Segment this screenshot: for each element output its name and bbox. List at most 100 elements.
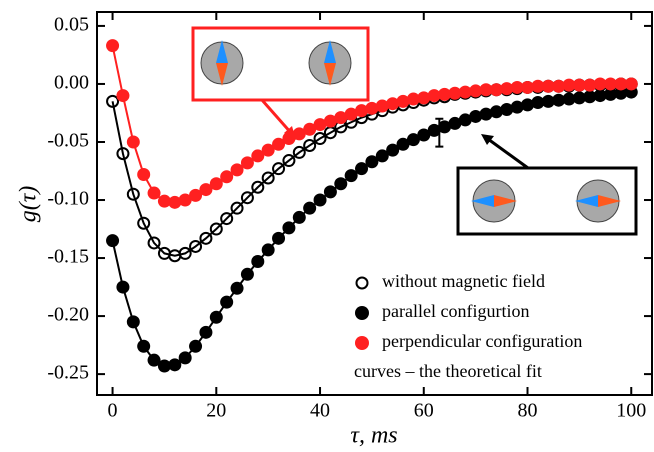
- data-point: [355, 162, 369, 176]
- y-tick-label: -0.05: [47, 130, 89, 152]
- data-point: [572, 78, 586, 92]
- data-point: [147, 236, 161, 250]
- data-point: [572, 91, 586, 105]
- y-tick-label: -0.25: [47, 362, 89, 384]
- data-point: [375, 149, 389, 163]
- legend: without magnetic field parallel configurt…: [354, 271, 582, 381]
- data-point: [604, 77, 618, 91]
- data-point: [438, 87, 452, 101]
- data-point: [365, 101, 379, 115]
- data-point: [510, 100, 524, 114]
- data-point: [209, 177, 223, 191]
- data-point: [230, 281, 244, 295]
- data-point: [438, 120, 452, 134]
- legend-note: curves – the theoretical fit: [354, 361, 542, 381]
- data-point: [614, 86, 628, 100]
- data-point: [282, 221, 296, 235]
- data-point: [199, 183, 213, 197]
- data-point: [303, 138, 317, 152]
- data-point: [552, 93, 566, 107]
- data-point: [624, 77, 638, 91]
- data-point: [469, 84, 483, 98]
- data-point: [427, 123, 441, 137]
- data-point: [272, 137, 286, 151]
- data-point: [126, 187, 140, 201]
- data-point: [396, 137, 410, 151]
- data-point: [489, 105, 503, 119]
- y-tick-label: -0.15: [47, 246, 89, 268]
- data-point: [355, 104, 369, 118]
- data-point: [500, 82, 514, 96]
- legend-label: parallel configurtion: [382, 301, 529, 321]
- data-point: [272, 162, 286, 176]
- data-point: [178, 193, 192, 207]
- data-point: [106, 234, 120, 248]
- data-point: [178, 246, 192, 260]
- data-point: [541, 79, 555, 93]
- data-point: [189, 188, 203, 202]
- data-point: [614, 77, 628, 91]
- data-point: [292, 210, 306, 224]
- data-point: [344, 107, 358, 121]
- y-tick-label: -0.20: [47, 304, 89, 326]
- plot-marks: [106, 39, 638, 373]
- data-point: [531, 96, 545, 110]
- data-point: [510, 80, 524, 94]
- data-point: [448, 86, 462, 100]
- data-point: [261, 171, 275, 185]
- x-tick-label: 80: [518, 400, 538, 422]
- data-point: [375, 99, 389, 113]
- data-point: [116, 89, 130, 103]
- data-point: [365, 155, 379, 169]
- x-tick-label: 40: [310, 400, 330, 422]
- data-point: [199, 231, 213, 245]
- data-point: [583, 90, 597, 104]
- data-point: [106, 94, 120, 108]
- legend-marker: [355, 276, 369, 290]
- data-point: [137, 216, 151, 230]
- data-point: [469, 109, 483, 123]
- data-point: [500, 102, 514, 116]
- x-tick-label: 100: [616, 400, 646, 422]
- data-point: [272, 231, 286, 245]
- data-point: [147, 353, 161, 367]
- data-point: [209, 310, 223, 324]
- data-point: [396, 94, 410, 108]
- data-point: [251, 149, 265, 163]
- data-point: [562, 78, 576, 92]
- data-point: [386, 97, 400, 111]
- data-point: [251, 255, 265, 269]
- data-point: [541, 94, 555, 108]
- data-point: [189, 239, 203, 253]
- data-point: [521, 98, 535, 112]
- data-point: [593, 89, 607, 103]
- data-point: [209, 222, 223, 236]
- data-point: [552, 79, 566, 93]
- data-point: [168, 195, 182, 209]
- inset-parallel: [456, 134, 638, 236]
- data-point: [230, 201, 244, 215]
- legend-label: without magnetic field: [382, 271, 545, 291]
- data-point: [220, 170, 234, 184]
- x-tick-label: 0: [108, 400, 118, 422]
- data-point: [406, 133, 420, 147]
- x-tick-label: 60: [414, 400, 434, 422]
- data-point: [116, 280, 130, 294]
- data-point: [531, 79, 545, 93]
- error-bar: [435, 117, 444, 148]
- data-point: [479, 107, 493, 121]
- data-point: [220, 212, 234, 226]
- data-point: [292, 145, 306, 159]
- data-point: [386, 143, 400, 157]
- data-point: [593, 77, 607, 91]
- data-point: [282, 154, 296, 168]
- data-point: [303, 122, 317, 136]
- data-point: [137, 167, 151, 181]
- inset-perpendicular: [191, 26, 370, 140]
- data-point: [583, 78, 597, 92]
- data-point: [157, 194, 171, 208]
- data-point: [489, 83, 503, 97]
- legend-marker: [355, 306, 369, 320]
- x-axis-label: τ, ms: [350, 423, 397, 449]
